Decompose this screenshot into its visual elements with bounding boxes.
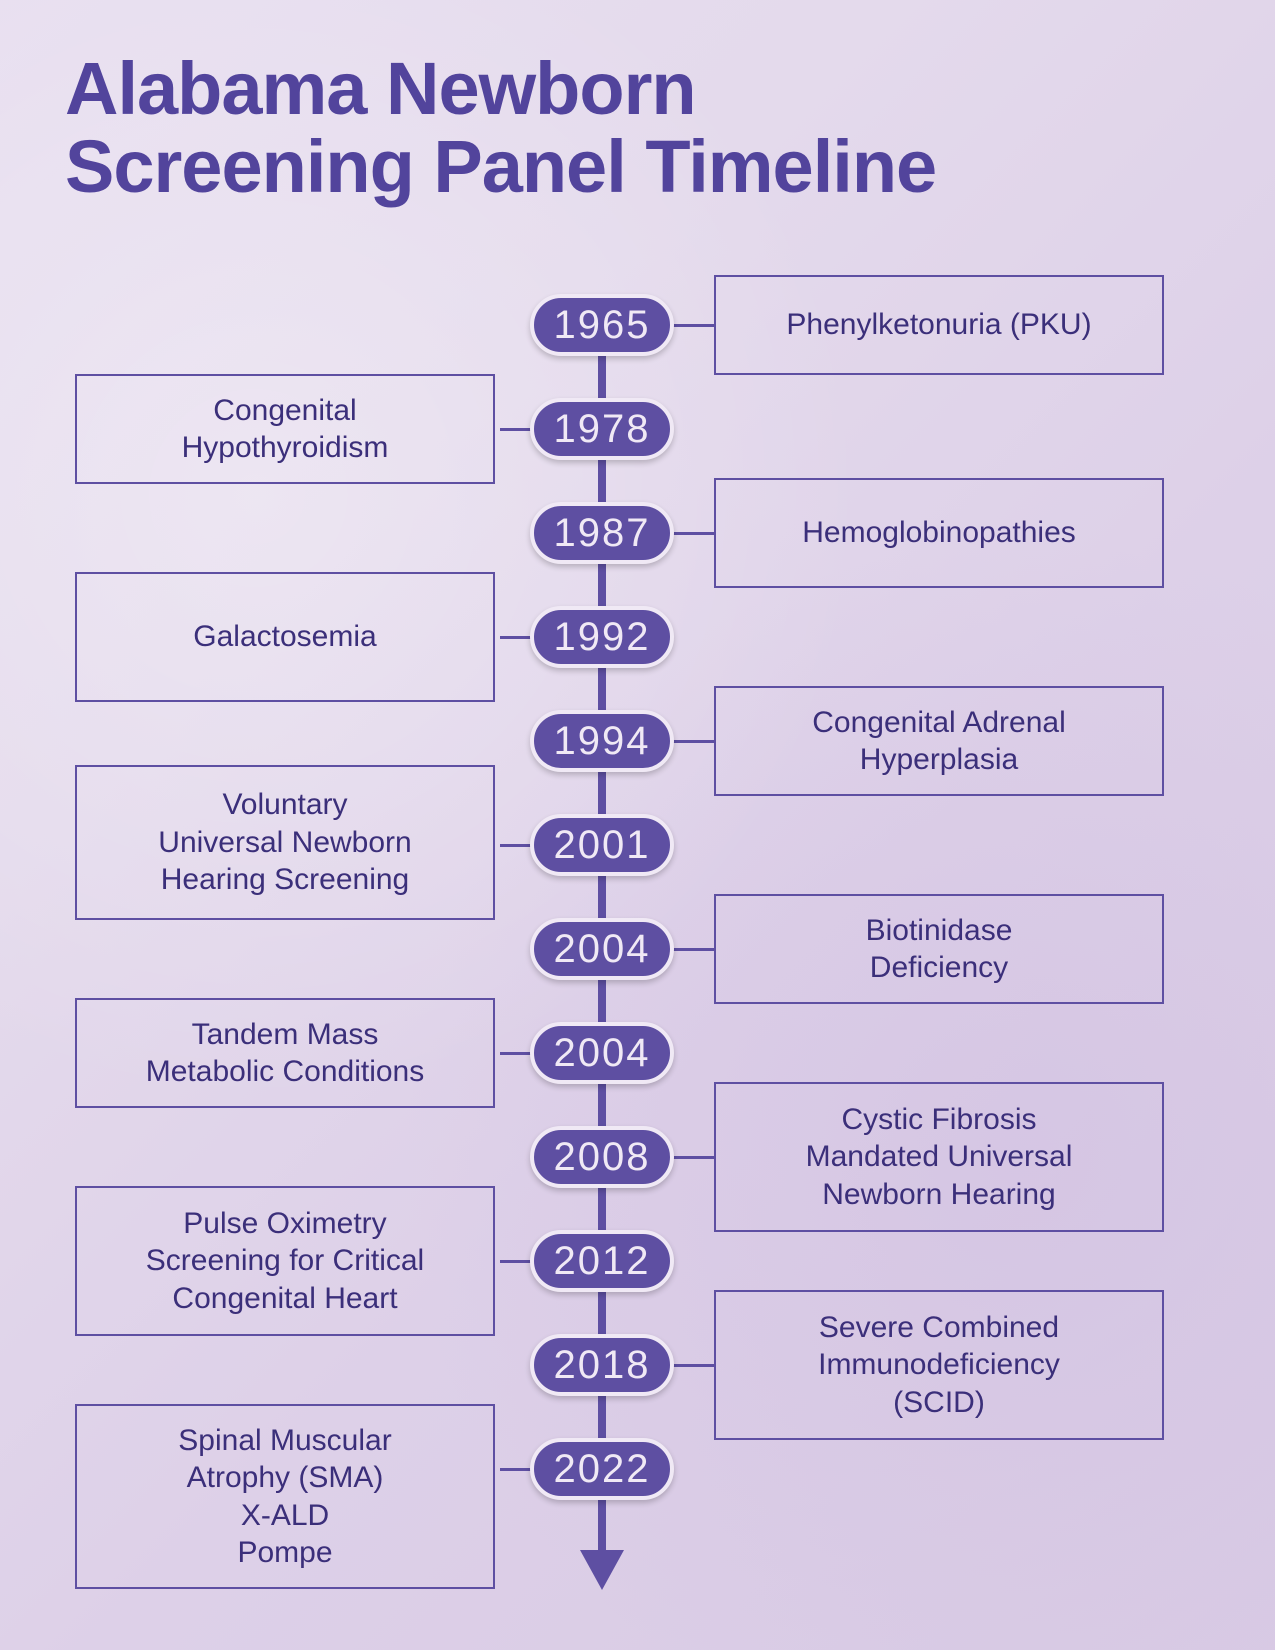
timeline-box: Cystic Fibrosis Mandated Universal Newborn… xyxy=(714,1082,1164,1232)
timeline-box-line: Deficiency xyxy=(870,951,1008,984)
year-pill: 1994 xyxy=(530,710,674,772)
timeline-box: Spinal Muscular Atrophy (SMA) X-ALD Pompe xyxy=(75,1404,495,1589)
timeline-row: 1987 Hemoglobinopathies xyxy=(0,498,1275,568)
year-pill: 2004 xyxy=(530,1022,674,1084)
year-pill: 1965 xyxy=(530,294,674,356)
timeline-box: Phenylketonuria (PKU) xyxy=(714,275,1164,375)
timeline-box-line: Pulse Oximetry xyxy=(183,1207,386,1240)
timeline-row: 2008Cystic FibrosisMandated UniversalNew… xyxy=(0,1122,1275,1192)
timeline-box-line: Galactosemia xyxy=(193,620,376,653)
year-pill: 1987 xyxy=(530,502,674,564)
timeline-box: Voluntary Universal Newborn Hearing Screen… xyxy=(75,765,495,920)
timeline-box: Tandem Mass Metabolic Conditions xyxy=(75,998,495,1108)
timeline-arrow-icon xyxy=(580,1550,624,1590)
year-pill: 2012 xyxy=(530,1230,674,1292)
timeline-row: 2004 Biotinidase Deficiency xyxy=(0,914,1275,984)
timeline-row: 2012Pulse OximetryScreening for Critical… xyxy=(0,1226,1275,1296)
timeline-box-line: Immunodeficiency xyxy=(818,1348,1060,1381)
timeline-box-line: Severe Combined xyxy=(819,1311,1059,1344)
year-pill: 2008 xyxy=(530,1126,674,1188)
page-title: Alabama Newborn Screening Panel Timeline xyxy=(65,50,936,205)
timeline-row: 2001VoluntaryUniversal NewbornHearing Sc… xyxy=(0,810,1275,880)
timeline-box-line: Mandated Universal xyxy=(806,1140,1073,1173)
timeline-box: Pulse Oximetry Screening for Critical Cong… xyxy=(75,1186,495,1336)
timeline-box: Congenital Hypothyroidism xyxy=(75,374,495,484)
timeline-box: Hemoglobinopathies xyxy=(714,478,1164,588)
timeline-box: Biotinidase Deficiency xyxy=(714,894,1164,1004)
timeline-box: Congenital Adrenal Hyperplasia xyxy=(714,686,1164,796)
timeline-row: 2004 Tandem Mass Metabolic Conditions xyxy=(0,1018,1275,1088)
timeline-row: 1978 Congenital Hypothyroidism xyxy=(0,394,1275,464)
timeline: 1965 Phenylketonuria (PKU) 1978 Congenital H… xyxy=(0,280,1275,1620)
timeline-box-line: Hyperplasia xyxy=(860,743,1018,776)
timeline-box-line: Universal Newborn xyxy=(158,826,411,859)
timeline-box: Severe Combined Immunodeficiency (SCID) xyxy=(714,1290,1164,1440)
timeline-box-line: X-ALD xyxy=(241,1499,329,1532)
timeline-box-line: Hearing Screening xyxy=(161,863,409,896)
year-pill: 2001 xyxy=(530,814,674,876)
timeline-box-line: Atrophy (SMA) xyxy=(187,1461,384,1494)
year-pill: 2018 xyxy=(530,1334,674,1396)
timeline-row: 2018Severe CombinedImmunodeficiency(SCID… xyxy=(0,1330,1275,1400)
timeline-row: 1965 Phenylketonuria (PKU) xyxy=(0,290,1275,360)
timeline-box-line: Phenylketonuria (PKU) xyxy=(786,308,1091,341)
timeline-box-line: Hemoglobinopathies xyxy=(802,516,1076,549)
timeline-box-line: Biotinidase xyxy=(866,914,1013,947)
timeline-box-line: Hypothyroidism xyxy=(182,431,389,464)
timeline-box-line: Congenital Heart xyxy=(172,1282,397,1315)
timeline-box-line: Metabolic Conditions xyxy=(146,1055,424,1088)
timeline-box-line: Screening for Critical xyxy=(146,1244,424,1277)
timeline-box-line: Congenital Adrenal xyxy=(812,706,1066,739)
timeline-box-line: Pompe xyxy=(237,1536,332,1569)
timeline-box-line: Cystic Fibrosis xyxy=(841,1103,1036,1136)
timeline-box-line: Newborn Hearing xyxy=(822,1178,1055,1211)
timeline-box-line: Spinal Muscular xyxy=(178,1424,391,1457)
timeline-row: 2022Spinal MuscularAtrophy (SMA)X-ALDPom… xyxy=(0,1434,1275,1504)
timeline-box-line: Voluntary xyxy=(222,788,347,821)
year-pill: 2004 xyxy=(530,918,674,980)
title-line-1: Alabama Newborn xyxy=(65,47,696,130)
timeline-row: 1992 Galactosemia xyxy=(0,602,1275,672)
timeline-box-line: Congenital xyxy=(213,394,356,427)
title-line-2: Screening Panel Timeline xyxy=(65,125,936,208)
year-pill: 2022 xyxy=(530,1438,674,1500)
year-pill: 1992 xyxy=(530,606,674,668)
timeline-box: Galactosemia xyxy=(75,572,495,702)
timeline-box-line: Tandem Mass xyxy=(192,1018,379,1051)
timeline-box-line: (SCID) xyxy=(893,1386,985,1419)
year-pill: 1978 xyxy=(530,398,674,460)
